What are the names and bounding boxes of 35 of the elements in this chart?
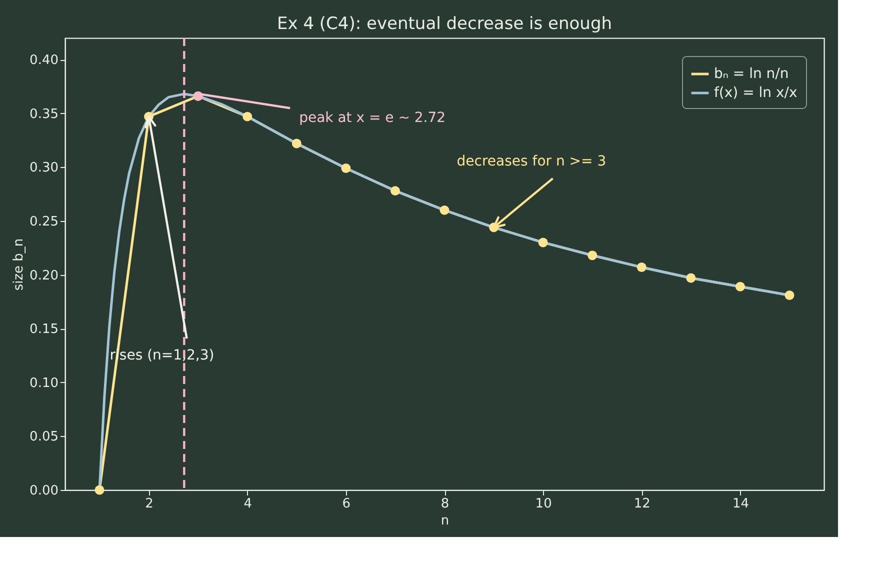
point: [686, 273, 696, 283]
x-tick-label: 2: [145, 496, 154, 512]
x-tick-label: 12: [634, 496, 650, 512]
legend-label: bₙ = ln n/n: [714, 66, 789, 82]
x-axis-title: n: [440, 514, 450, 528]
annotation: decreases for n >= 3: [456, 153, 606, 170]
y-tick-label: 0.05: [30, 430, 58, 445]
point: [588, 250, 598, 260]
x-tick-label: 14: [732, 496, 749, 512]
x-tick-label: 4: [244, 496, 252, 512]
point: [735, 282, 745, 292]
y-tick-label: 0.20: [30, 268, 58, 284]
y-tick-label: 0.30: [30, 160, 58, 176]
point: [242, 112, 252, 122]
point: [292, 138, 302, 148]
chart-title: Ex 4 (C4): eventual decrease is enough: [276, 14, 612, 34]
annotation: peak at x = e ~ 2.72: [299, 110, 446, 126]
y-tick-label: 0.25: [30, 214, 58, 230]
point: [440, 205, 450, 215]
y-axis-title: size b_n: [12, 238, 27, 291]
x-tick-label: 10: [535, 496, 552, 512]
y-tick-label: 0.15: [30, 322, 58, 338]
point: [538, 238, 548, 248]
point: [636, 262, 646, 272]
y-tick-label: 0.00: [30, 484, 58, 498]
point: [94, 485, 104, 495]
point: [341, 163, 351, 173]
legend-label: f(x) = ln x/x: [714, 85, 798, 101]
point: [784, 290, 794, 300]
point: [390, 186, 400, 196]
y-tick-label: 0.35: [30, 106, 58, 122]
y-tick-label: 0.40: [30, 53, 58, 68]
y-tick-label: 0.10: [30, 376, 58, 391]
x-tick-label: 8: [440, 496, 450, 512]
x-tick-label: 6: [342, 496, 351, 512]
